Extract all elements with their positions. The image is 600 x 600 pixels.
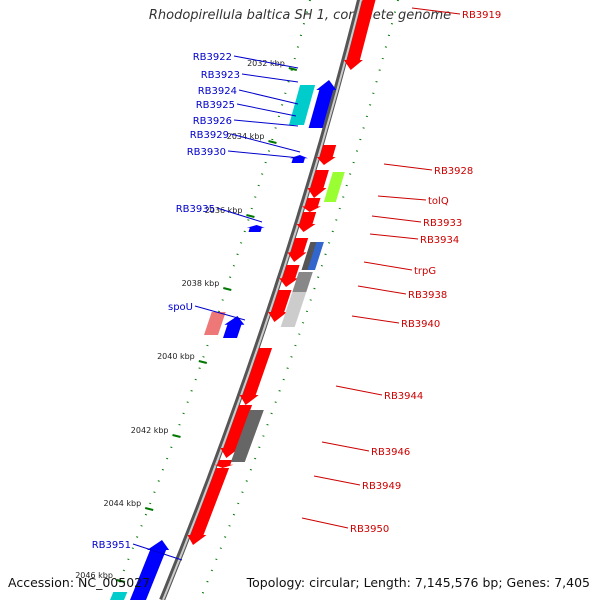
- left-leader-7: [227, 150, 301, 159]
- gene-reverse-4: [223, 316, 245, 338]
- gene-reverse-5: [130, 540, 170, 600]
- right-label-4: RB3933: [423, 218, 462, 229]
- gene-reverse-3: [246, 225, 265, 232]
- right-leader-7: [357, 285, 407, 295]
- right-leader-1: [411, 7, 461, 15]
- left-leader-4: [236, 103, 297, 117]
- kbp-tick-3: [246, 214, 255, 218]
- left-leader-1: [233, 55, 299, 69]
- left-label-4: RB3925: [196, 100, 235, 111]
- gene-forward-10: [220, 405, 253, 458]
- kbp-label-4: 2038 kbp: [182, 279, 220, 288]
- kbp-label-7: 2044 kbp: [104, 499, 142, 508]
- gene-forward-12: [187, 468, 230, 545]
- gene-forward-1: [343, 0, 376, 70]
- left-label-2: RB3923: [201, 70, 240, 81]
- gene-forward-5: [296, 212, 317, 232]
- kbp-tick-8: [116, 579, 126, 583]
- kbp-label-2: 2034 kbp: [227, 132, 265, 141]
- gene-gray: [292, 272, 313, 292]
- left-leader-5: [233, 119, 299, 127]
- gene-forward-6: [287, 238, 309, 262]
- right-leader-2: [383, 163, 433, 171]
- gene-lime: [323, 172, 345, 202]
- left-leader-3: [238, 89, 299, 105]
- gene-forward-3: [307, 170, 329, 198]
- right-leader-4: [371, 215, 422, 223]
- right-leader-10: [321, 441, 370, 452]
- outer-tick-track: [199, 0, 399, 600]
- right-label-1: RB3919: [462, 10, 501, 21]
- right-leader-5: [369, 233, 419, 240]
- left-label-9: spoU: [168, 302, 193, 313]
- gene-lightgray: [280, 292, 307, 327]
- right-label-5: RB3934: [420, 235, 459, 246]
- kbp-tick-7: [144, 507, 154, 511]
- gene-forward-4: [301, 198, 321, 212]
- kbp-label-5: 2040 kbp: [157, 352, 195, 361]
- gene-forward-8: [268, 290, 292, 322]
- gene-steelblue: [306, 242, 324, 270]
- inner-tick-track: [111, 0, 311, 600]
- right-label-3: tolQ: [428, 196, 449, 207]
- kbp-tick-5: [198, 360, 208, 364]
- right-label-12: RB3950: [350, 524, 389, 535]
- gene-cyan-2: [110, 592, 128, 600]
- left-label-5: RB3926: [193, 116, 232, 127]
- kbp-label-8: 2046 kbp: [75, 571, 113, 580]
- right-leader-3: [377, 195, 427, 201]
- left-label-3: RB3924: [198, 86, 237, 97]
- gene-forward-11: [214, 460, 234, 468]
- gene-forward-2: [316, 145, 337, 165]
- right-leader-8: [351, 315, 400, 324]
- left-leader-2: [241, 73, 299, 83]
- right-label-8: RB3940: [401, 319, 440, 330]
- left-leader-6: [230, 133, 301, 153]
- backbone-highlight: [162, 0, 362, 600]
- right-label-10: RB3946: [371, 447, 410, 458]
- map-title: Rhodopirellula baltica SH 1, complete ge…: [148, 8, 452, 23]
- right-leader-12: [301, 517, 349, 529]
- gene-cyan-1: [289, 85, 316, 125]
- accession-text: Accession: NC_005027: [8, 575, 151, 590]
- left-leader-10: [132, 543, 183, 561]
- gene-dark-stripe: [301, 242, 317, 270]
- kbp-tick-2: [268, 140, 277, 144]
- kbp-tick-4: [223, 287, 232, 291]
- gene-darkgray: [230, 410, 264, 462]
- left-label-8: RB3935: [176, 204, 215, 215]
- kbp-label-1: 2032 kbp: [247, 59, 285, 68]
- right-label-9: RB3944: [384, 391, 423, 402]
- gene-reverse-1: [308, 80, 337, 128]
- left-label-6: RB3929: [190, 130, 229, 141]
- left-label-7: RB3930: [187, 147, 226, 158]
- topology-text: Topology: circular; Length: 7,145,576 bp…: [246, 575, 590, 590]
- right-label-6: trpG: [414, 266, 436, 277]
- left-leader-9: [194, 305, 246, 321]
- kbp-tick-6: [172, 434, 181, 438]
- kbp-tick-1: [288, 67, 298, 71]
- left-label-1: RB3922: [193, 52, 232, 63]
- gene-pink: [204, 312, 226, 335]
- right-leader-9: [335, 385, 383, 396]
- right-label-7: RB3938: [408, 290, 447, 301]
- gene-forward-9: [239, 348, 273, 405]
- left-leader-8: [216, 207, 263, 223]
- right-leader-11: [313, 475, 361, 486]
- gene-forward-7: [279, 265, 300, 287]
- left-label-10: RB3951: [92, 540, 131, 551]
- right-label-2: RB3928: [434, 166, 473, 177]
- right-leader-6: [363, 261, 413, 271]
- gene-reverse-2: [289, 155, 308, 163]
- kbp-label-6: 2042 kbp: [131, 426, 169, 435]
- right-label-11: RB3949: [362, 481, 401, 492]
